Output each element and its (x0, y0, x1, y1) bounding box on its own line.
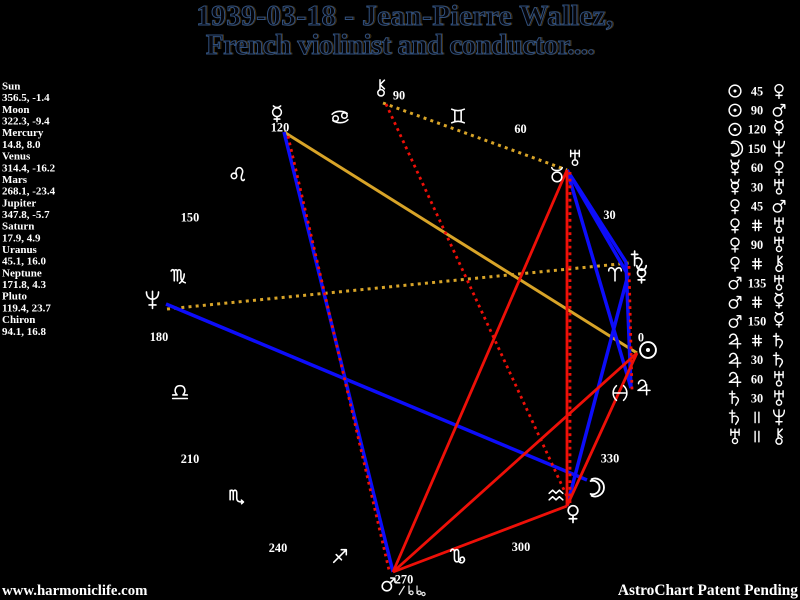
svg-text:90: 90 (751, 238, 763, 252)
svg-text:30: 30 (751, 392, 763, 406)
svg-text:45.1, 16.0: 45.1, 16.0 (2, 256, 47, 268)
svg-text:60: 60 (751, 161, 763, 175)
svg-text:347.8, -5.7: 347.8, -5.7 (2, 209, 50, 221)
svg-text:322.3, -9.4: 322.3, -9.4 (2, 116, 50, 128)
svg-text:90: 90 (393, 89, 405, 103)
svg-text:150: 150 (748, 315, 766, 329)
svg-text:French violinist and conductor: French violinist and conductor.... (207, 29, 595, 61)
svg-text:30: 30 (751, 180, 763, 194)
svg-text:Venus: Venus (2, 151, 31, 163)
svg-text:268.1, -23.4: 268.1, -23.4 (2, 186, 56, 198)
svg-text:Saturn: Saturn (2, 221, 34, 233)
svg-text:150: 150 (181, 211, 199, 225)
svg-text:14.8, 8.0: 14.8, 8.0 (2, 139, 41, 151)
svg-text:330: 330 (601, 452, 619, 466)
svg-text:90: 90 (751, 104, 763, 118)
svg-text:30: 30 (751, 353, 763, 367)
svg-text:314.4, -16.2: 314.4, -16.2 (2, 162, 56, 174)
svg-text:1939-03-18 - Jean-Pierre Walle: 1939-03-18 - Jean-Pierre Wallez, (197, 0, 615, 32)
svg-text:150: 150 (748, 142, 766, 156)
svg-text:Jupiter: Jupiter (2, 197, 36, 209)
svg-text:94.1, 16.8: 94.1, 16.8 (2, 326, 47, 338)
svg-text:120: 120 (748, 123, 766, 137)
svg-text:60: 60 (514, 122, 526, 136)
svg-text:AstroChart Patent Pending: AstroChart Patent Pending (618, 582, 798, 599)
svg-text:0: 0 (638, 331, 644, 345)
svg-text:Mars: Mars (2, 174, 28, 186)
svg-text:Neptune: Neptune (2, 267, 42, 279)
svg-text:Uranus: Uranus (2, 244, 38, 256)
svg-text:Pluto: Pluto (2, 291, 28, 303)
svg-text:119.4, 23.7: 119.4, 23.7 (2, 302, 51, 314)
svg-text:180: 180 (150, 330, 168, 344)
svg-text:60: 60 (751, 372, 763, 386)
svg-text:270: 270 (395, 573, 413, 587)
svg-text:30: 30 (603, 208, 615, 222)
svg-text:135: 135 (748, 276, 766, 290)
svg-text:240: 240 (269, 541, 287, 555)
svg-text:171.8, 4.3: 171.8, 4.3 (2, 279, 47, 291)
svg-text:356.5, -1.4: 356.5, -1.4 (2, 92, 50, 104)
svg-text:45: 45 (751, 200, 763, 214)
svg-text:French violinist and conductor: French violinist and conductor.... (206, 29, 594, 61)
svg-text:120: 120 (271, 121, 289, 135)
svg-text:Chiron: Chiron (2, 314, 35, 326)
svg-text:Mercury: Mercury (2, 127, 44, 139)
svg-text:Moon: Moon (2, 104, 30, 116)
svg-text:45: 45 (751, 84, 763, 98)
svg-text:300: 300 (512, 540, 530, 554)
svg-text:Sun: Sun (2, 81, 20, 93)
svg-text:17.9, 4.9: 17.9, 4.9 (2, 232, 41, 244)
svg-text:www.harmoniclife.com: www.harmoniclife.com (2, 583, 148, 599)
svg-text:1939-03-18 - Jean-Pierre Walle: 1939-03-18 - Jean-Pierre Wallez, (196, 0, 614, 32)
svg-text:210: 210 (181, 452, 199, 466)
